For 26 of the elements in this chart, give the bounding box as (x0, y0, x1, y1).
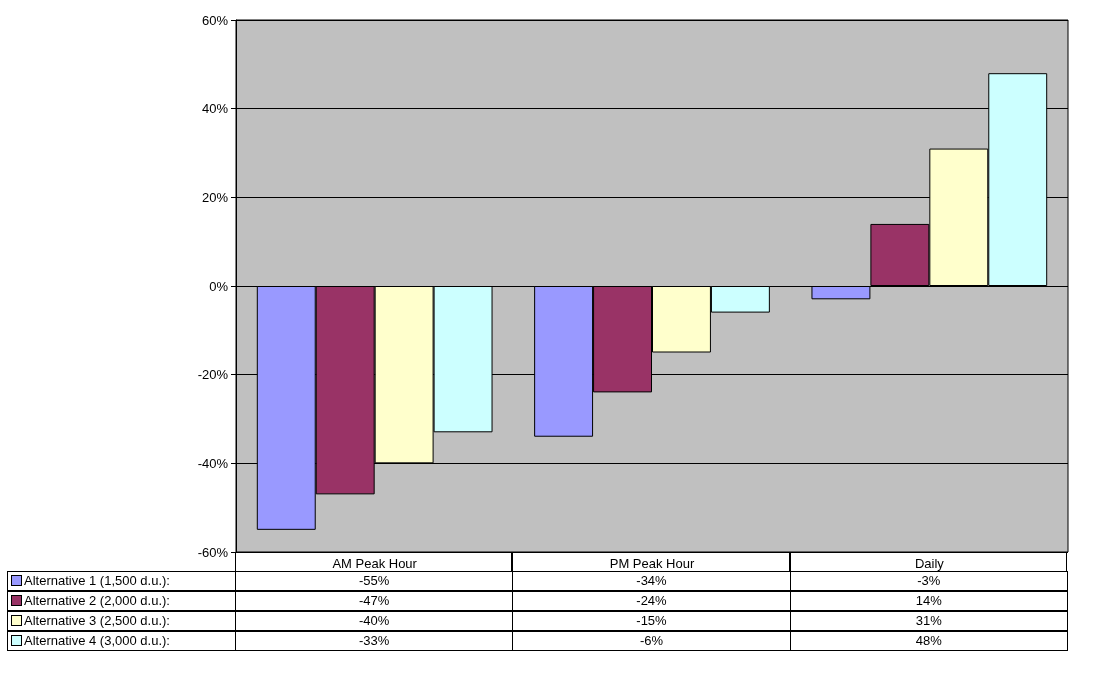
data-label: -33% (235, 631, 514, 651)
y-tick-label: 0% (209, 278, 229, 294)
x-tick-label: Daily (914, 556, 945, 571)
legend-label: Alternative 1 (1,500 d.u.): (23, 573, 170, 588)
data-label: -55% (235, 571, 514, 591)
y-tick-label: 60% (201, 12, 229, 28)
y-tick-label: -40% (197, 455, 229, 471)
x-tick-label: AM Peak Hour (332, 556, 418, 571)
legend-label: Alternative 2 (2,000 d.u.): (23, 593, 170, 608)
data-label: 14% (789, 591, 1068, 611)
y-tick-label: -20% (197, 367, 229, 383)
y-tick-label: 40% (201, 101, 229, 117)
data-label: -24% (512, 591, 791, 611)
data-label: -40% (235, 611, 514, 631)
y-tick-label: 20% (201, 189, 229, 205)
data-label: -47% (235, 591, 514, 611)
legend-label: Alternative 4 (3,000 d.u.): (23, 633, 170, 648)
legend-label: Alternative 3 (2,500 d.u.): (23, 613, 170, 628)
data-label: -34% (512, 571, 791, 591)
data-label: 31% (789, 611, 1068, 631)
data-label: -3% (789, 571, 1068, 591)
data-label: -6% (512, 631, 791, 651)
y-tick-label: -60% (197, 544, 229, 560)
data-label: 48% (789, 631, 1068, 651)
data-label: -15% (512, 611, 791, 631)
x-tick-label: PM Peak Hour (609, 556, 695, 571)
